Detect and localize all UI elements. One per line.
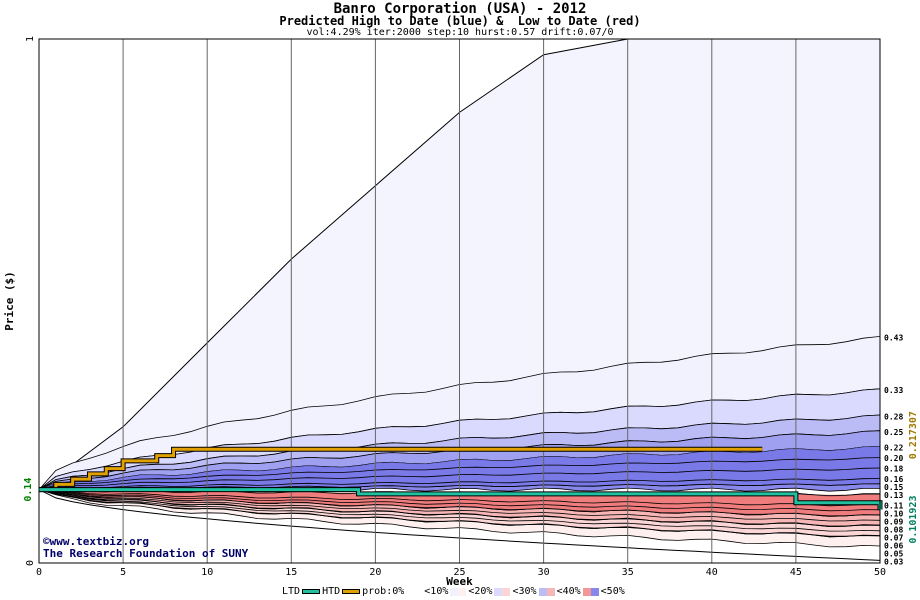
start-price-label: 0.14 xyxy=(23,478,34,502)
right-value-label-16: 0.05 xyxy=(884,549,903,558)
series-line-htd xyxy=(39,447,763,492)
right-value-label-6: 0.18 xyxy=(884,465,903,474)
x-tick-label-20: 20 xyxy=(369,567,381,578)
right-value-label-1: 0.33 xyxy=(884,386,903,395)
right-value-label-9: 0.13 xyxy=(884,491,903,500)
legend-20-label: <20% xyxy=(468,586,493,597)
right-value-label-11: 0.10 xyxy=(884,509,903,518)
x-tick-label-50: 50 xyxy=(874,567,886,578)
legend-swatch-20 xyxy=(494,587,511,596)
x-tick-label-10: 10 xyxy=(201,567,213,578)
y-axis-label: Price ($) xyxy=(3,271,16,331)
right-value-label-2: 0.28 xyxy=(884,412,903,421)
legend-40-label: <40% xyxy=(556,586,581,597)
watermark-url: ©www.textbiz.org xyxy=(43,535,149,548)
legend-swatch-0 xyxy=(406,587,423,596)
legend-swatch-30 xyxy=(538,587,555,596)
legend-htd-label: HTD xyxy=(322,586,341,597)
right-value-label-5: 0.20 xyxy=(884,454,903,463)
legend-swatch-10 xyxy=(450,587,467,596)
right-value-label-12: 0.09 xyxy=(884,517,903,526)
right-value-label-15: 0.06 xyxy=(884,541,903,550)
right-value-label-7: 0.16 xyxy=(884,475,903,484)
legend-50-label: <50% xyxy=(600,586,625,597)
chart-title: Banro Corporation (USA) - 2012 xyxy=(333,1,587,17)
right-value-label-14: 0.07 xyxy=(884,533,903,542)
x-tick-label-0: 0 xyxy=(36,567,42,578)
x-tick-label-45: 45 xyxy=(790,567,802,578)
x-tick-label-40: 40 xyxy=(706,567,718,578)
legend-ltd-swatch xyxy=(302,589,321,594)
legend-htd-swatch xyxy=(342,589,361,594)
legend: LTD HTD prob:0% <10% <20% <30% <40% <50% xyxy=(282,586,625,597)
x-tick-label-30: 30 xyxy=(538,567,550,578)
x-tick-label-35: 35 xyxy=(622,567,634,578)
htd-value-label: 0.217307 xyxy=(908,411,919,459)
legend-30-label: <30% xyxy=(512,586,537,597)
right-value-label-8: 0.15 xyxy=(884,483,903,492)
x-tick-label-5: 5 xyxy=(120,567,126,578)
y-tick-label-1: 1 xyxy=(25,36,36,42)
legend-swatch-40 xyxy=(582,587,599,596)
y-tick-label-0: 0 xyxy=(25,560,36,566)
right-value-label-17: 0.03 xyxy=(884,557,903,566)
right-value-label-13: 0.08 xyxy=(884,525,903,534)
right-value-label-4: 0.22 xyxy=(884,444,903,453)
right-value-label-10: 0.11 xyxy=(884,501,903,510)
chart-subtitle: Predicted High to Date (blue) & Low to D… xyxy=(279,14,641,28)
series-line-ltd xyxy=(39,488,882,510)
legend-10-label: <10% xyxy=(424,586,449,597)
legend-ltd-label: LTD xyxy=(282,586,301,597)
right-value-label-0: 0.43 xyxy=(884,334,903,343)
chart-parameters: vol:4.29% iter:2000 step:10 hurst:0.57 d… xyxy=(306,27,614,38)
x-tick-label-25: 25 xyxy=(453,567,465,578)
plot-frame xyxy=(38,38,881,564)
x-axis-label: Week xyxy=(446,575,473,588)
x-tick-label-15: 15 xyxy=(285,567,297,578)
watermark-org: The Research Foundation of SUNY xyxy=(43,547,249,560)
ltd-value-label: 0.101923 xyxy=(908,496,919,544)
right-value-label-3: 0.25 xyxy=(884,428,903,437)
legend-prob-label: prob:0% xyxy=(362,586,405,597)
